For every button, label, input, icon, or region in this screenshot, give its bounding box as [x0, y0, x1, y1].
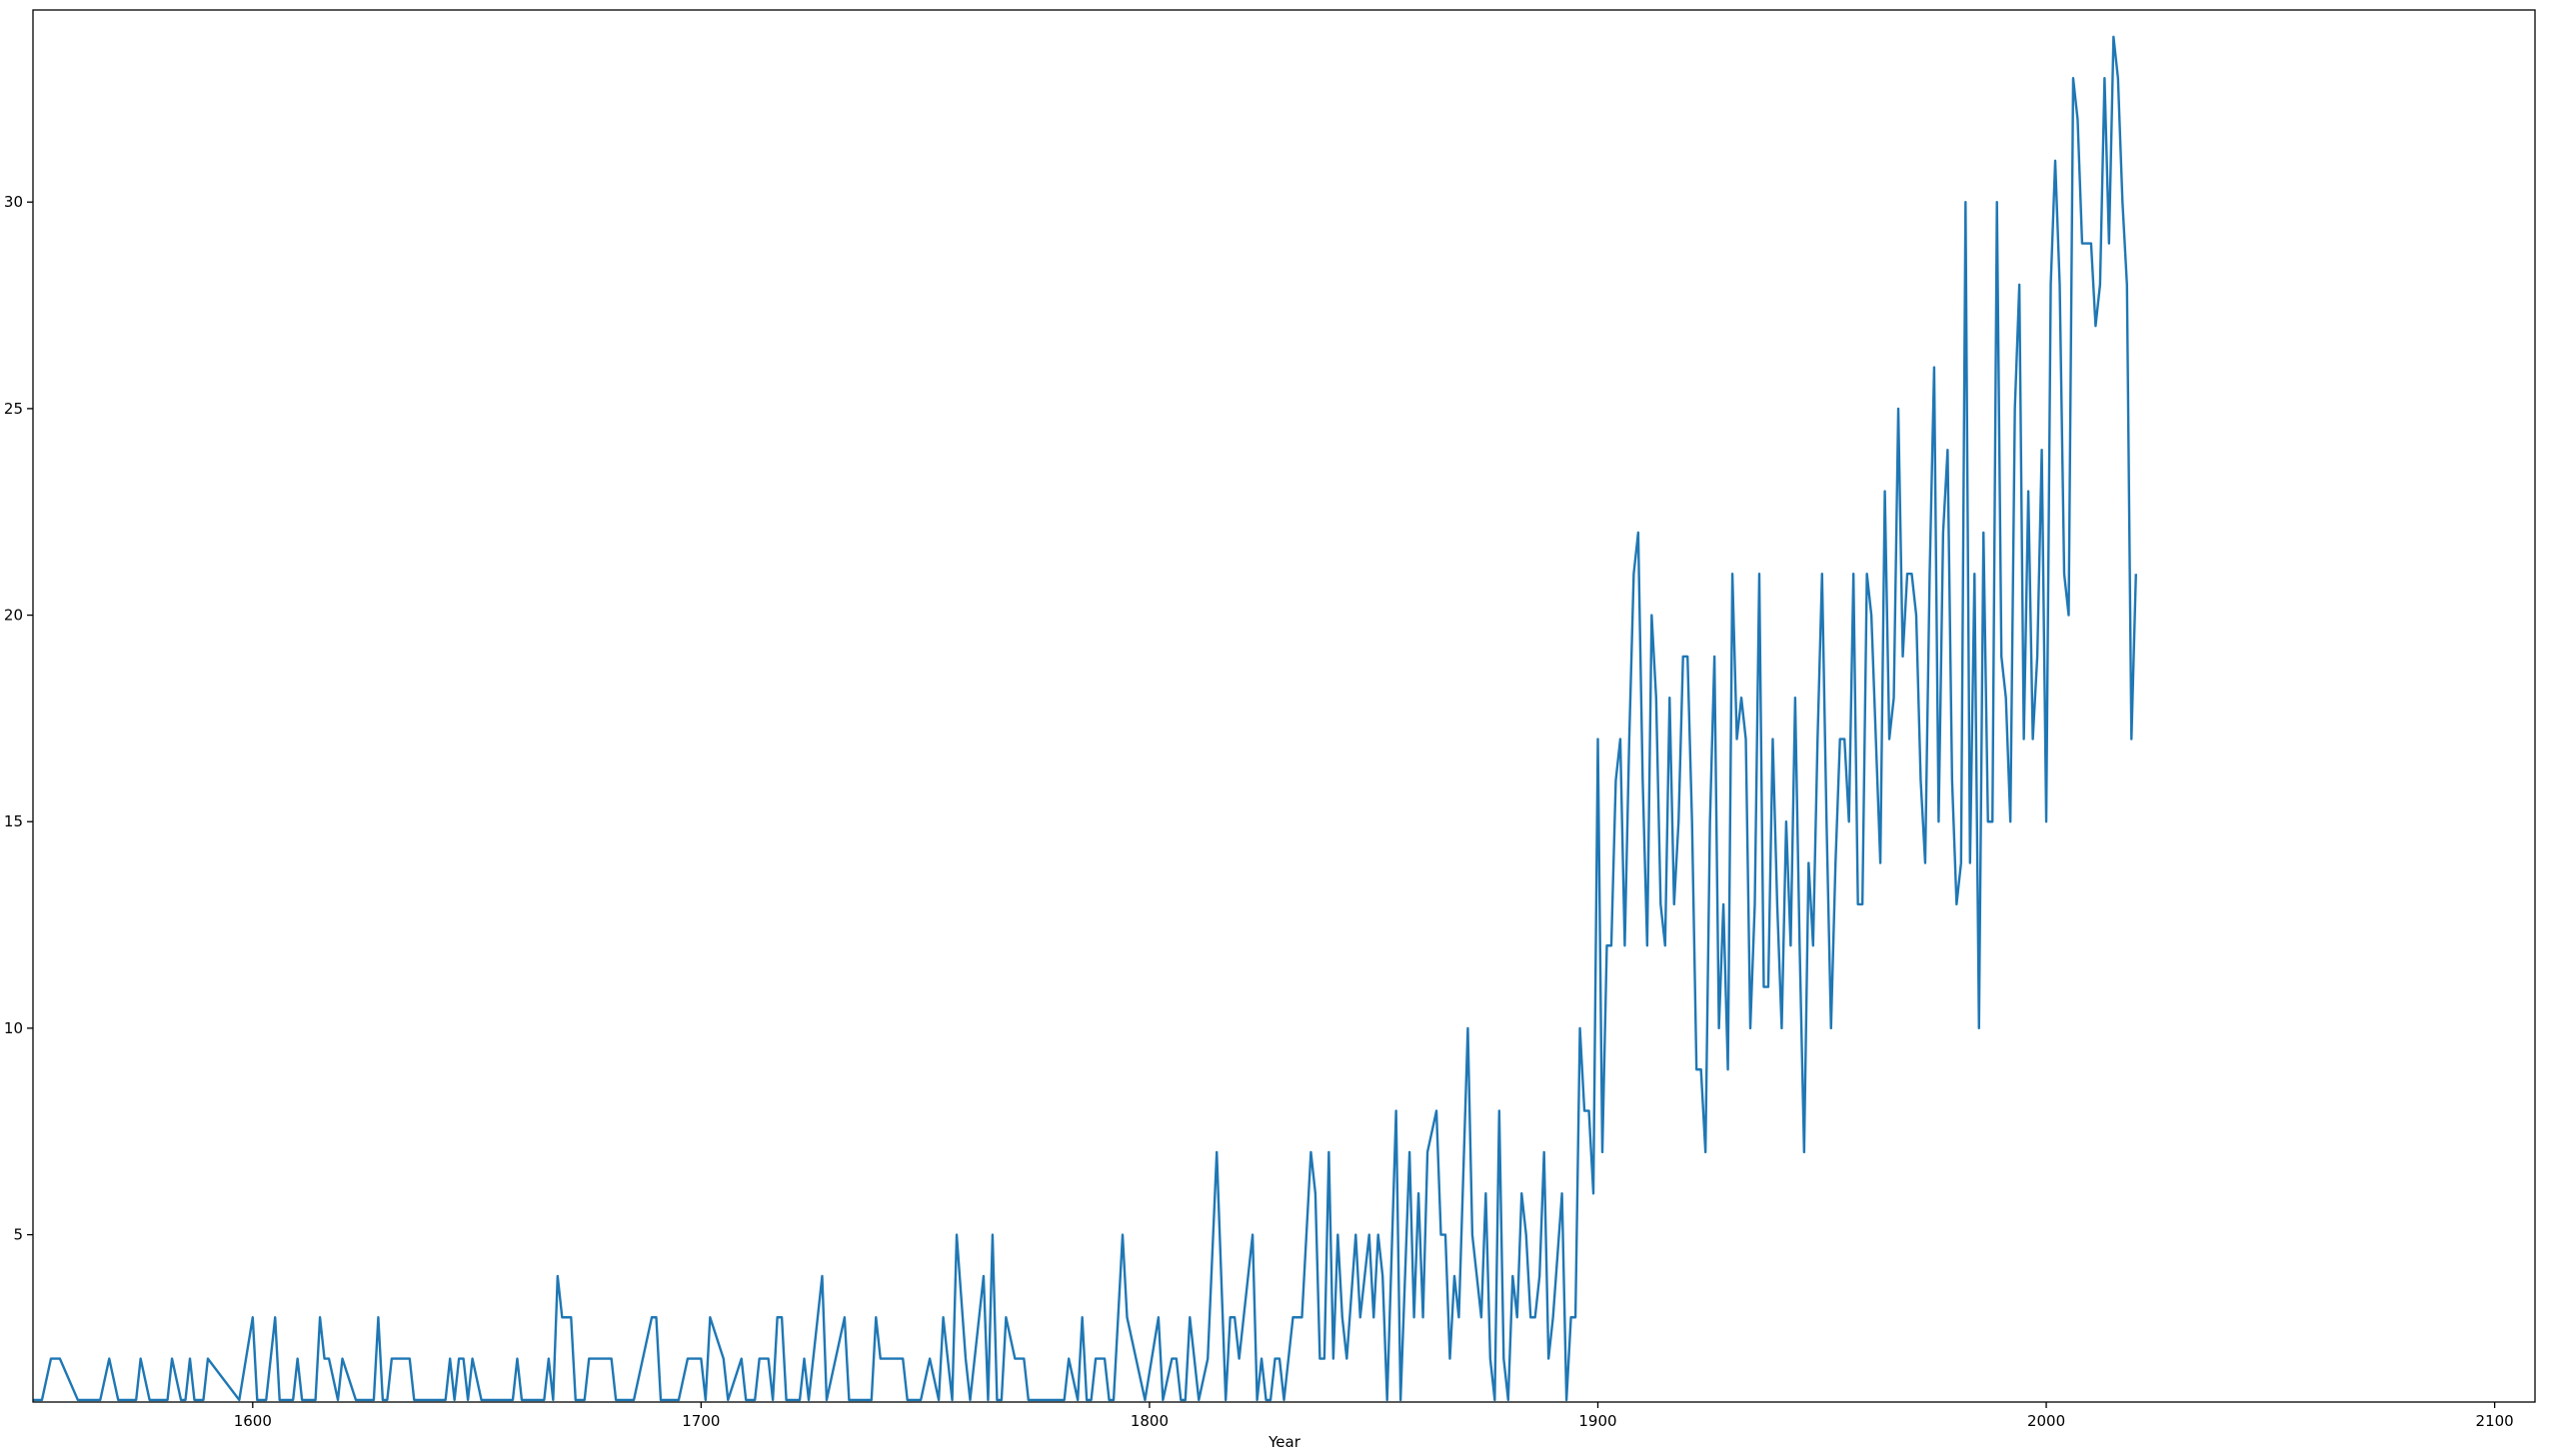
x-tick-label: 1800	[1131, 1412, 1169, 1430]
x-axis-label: Year	[1268, 1433, 1301, 1451]
x-tick-label: 1600	[234, 1412, 272, 1430]
x-tick-label: 1700	[682, 1412, 720, 1430]
y-tick-label: 10	[4, 1019, 23, 1037]
axes-frame	[32, 9, 2536, 1403]
y-tick-label: 20	[4, 607, 23, 625]
x-tick-label: 1900	[1578, 1412, 1616, 1430]
y-tick-label: 5	[13, 1226, 23, 1244]
x-tick-label: 2100	[2476, 1412, 2514, 1430]
y-tick-label: 30	[4, 193, 23, 211]
y-tick-label: 15	[4, 812, 23, 830]
y-tick-label: 25	[4, 400, 23, 418]
x-tick-label: 2000	[2027, 1412, 2065, 1430]
data-line	[33, 35, 2137, 1402]
